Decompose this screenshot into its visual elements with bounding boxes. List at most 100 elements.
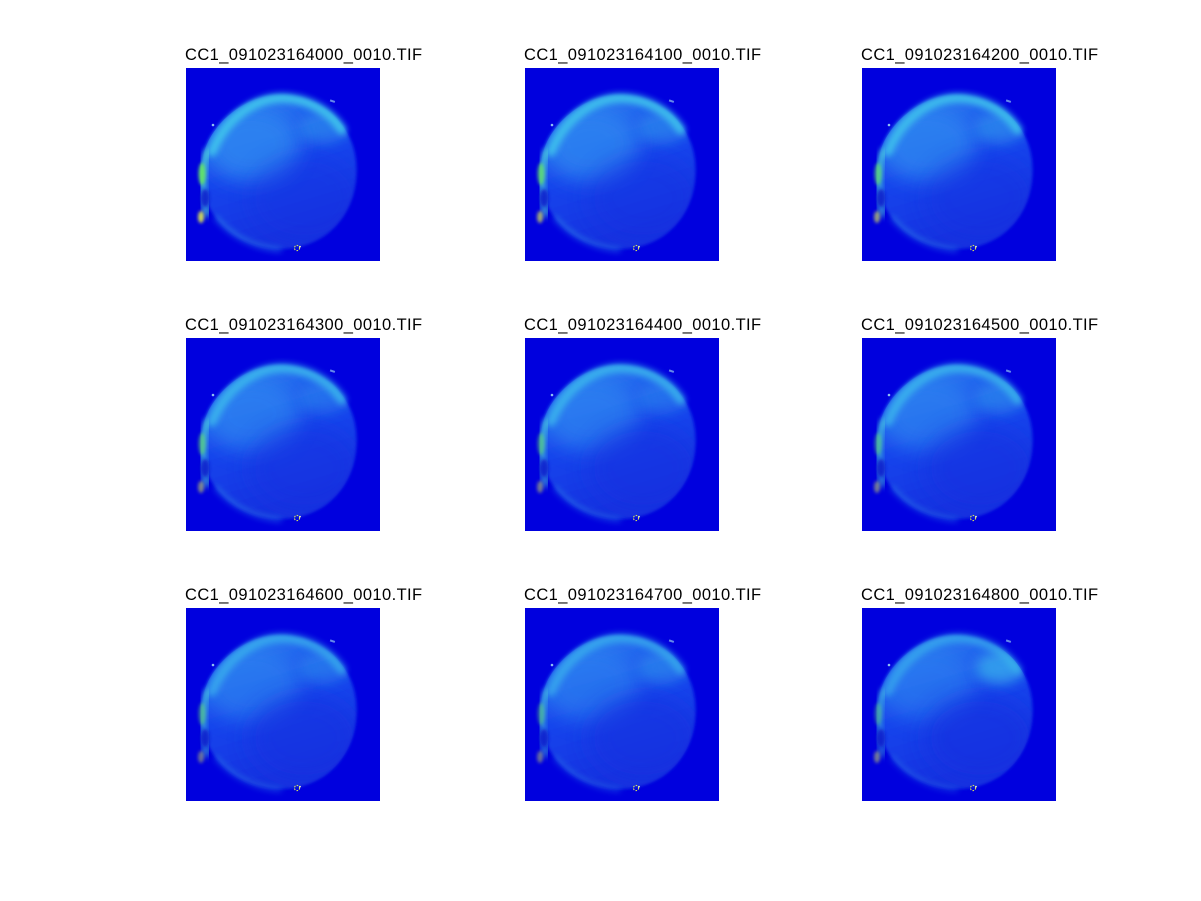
- rim-speck: [1005, 639, 1012, 643]
- rim-speck: [329, 99, 336, 103]
- pseudocolor-frame: [525, 338, 719, 531]
- top-rim-glow: [207, 633, 347, 697]
- dust-speck: [211, 393, 215, 397]
- dust-speck: [550, 663, 554, 667]
- bottom-rim-glow: [890, 756, 958, 792]
- yellow-hotspot: [874, 211, 880, 223]
- calibration-mark: [293, 784, 301, 792]
- subplot-title: CC1_091023164400_0010.TIF: [524, 316, 762, 334]
- artifact-ring: [632, 514, 640, 522]
- left-edge-dark-notch: [200, 459, 210, 477]
- subplot-panel-5: CC1_091023164400_0010.TIF: [524, 316, 761, 531]
- pseudocolor-frame: [186, 608, 380, 801]
- calibration-mark: [632, 784, 640, 792]
- pseudocolor-frame: [525, 608, 719, 801]
- subplot-panel-6: CC1_091023164500_0010.TIF: [861, 316, 1098, 531]
- rim-speck: [668, 99, 675, 103]
- top-rim-glow: [883, 633, 1023, 697]
- calibration-mark: [969, 244, 977, 252]
- subplot-title: CC1_091023164300_0010.TIF: [185, 316, 423, 334]
- yellow-hotspot: [537, 211, 543, 223]
- artifact-dot: [299, 785, 301, 788]
- top-rim-glow: [546, 363, 686, 427]
- subplot-image: [525, 608, 719, 801]
- left-edge-dark-notch: [539, 729, 549, 747]
- lower-right-dark-shade: [924, 154, 1033, 242]
- lower-right-dark-shade: [587, 154, 696, 242]
- subplot-image: [862, 338, 1056, 531]
- bottom-rim-glow: [890, 486, 958, 522]
- yellow-hotspot: [537, 481, 543, 493]
- artifact-ring: [293, 784, 301, 792]
- interior-shading: [543, 376, 696, 512]
- artifact-ring: [969, 244, 977, 252]
- dust-speck: [211, 123, 215, 127]
- rim-speck: [329, 639, 336, 643]
- green-hotspot: [874, 703, 882, 725]
- pseudocolor-frame: [862, 68, 1056, 261]
- bottom-rim-glow: [214, 216, 282, 252]
- pseudocolor-frame: [862, 608, 1056, 801]
- subplot-title: CC1_091023164700_0010.TIF: [524, 586, 762, 604]
- subplot-panel-3: CC1_091023164200_0010.TIF: [861, 46, 1098, 261]
- left-edge-dark-notch: [539, 459, 549, 477]
- bottom-rim-glow: [890, 216, 958, 252]
- yellow-hotspot: [537, 751, 543, 763]
- top-rim-glow: [883, 363, 1023, 427]
- artifact-dot: [975, 245, 977, 248]
- rim-speck: [668, 639, 675, 643]
- left-edge-dark-notch: [876, 459, 886, 477]
- lower-right-dark-shade: [248, 154, 357, 242]
- subplot-image: [525, 68, 719, 261]
- subplot-panel-7: CC1_091023164600_0010.TIF: [185, 586, 422, 801]
- left-edge-dark-notch: [200, 189, 210, 207]
- pseudocolor-frame: [525, 68, 719, 261]
- calibration-mark: [632, 514, 640, 522]
- artifact-dot: [975, 515, 977, 518]
- green-hotspot: [537, 433, 545, 455]
- bottom-rim-glow: [553, 486, 621, 522]
- calibration-mark: [969, 514, 977, 522]
- bottom-rim-glow: [553, 216, 621, 252]
- artifact-ring: [632, 244, 640, 252]
- left-edge-dark-notch: [876, 729, 886, 747]
- artifact-dot: [638, 245, 640, 248]
- green-hotspot: [874, 163, 882, 185]
- artifact-ring: [969, 514, 977, 522]
- artifact-dot: [975, 785, 977, 788]
- lower-right-dark-shade: [924, 424, 1033, 512]
- subplot-image: [862, 68, 1056, 261]
- dust-speck: [550, 123, 554, 127]
- lower-right-dark-shade: [248, 694, 357, 782]
- pseudocolor-frame: [862, 338, 1056, 531]
- bottom-rim-glow: [214, 756, 282, 792]
- subplot-title: CC1_091023164000_0010.TIF: [185, 46, 423, 64]
- artifact-dot: [638, 785, 640, 788]
- yellow-hotspot: [198, 211, 204, 223]
- subplot-image: [186, 608, 380, 801]
- subplot-image: [862, 608, 1056, 801]
- top-rim-glow: [546, 93, 686, 157]
- artifact-ring: [632, 784, 640, 792]
- yellow-hotspot: [874, 481, 880, 493]
- subplot-panel-4: CC1_091023164300_0010.TIF: [185, 316, 422, 531]
- bottom-rim-glow: [214, 486, 282, 522]
- yellow-hotspot: [198, 751, 204, 763]
- subplot-panel-1: CC1_091023164000_0010.TIF: [185, 46, 422, 261]
- dust-speck: [887, 123, 891, 127]
- subplot-title: CC1_091023164500_0010.TIF: [861, 316, 1099, 334]
- lower-right-dark-shade: [924, 694, 1033, 782]
- dust-speck: [887, 663, 891, 667]
- calibration-mark: [632, 244, 640, 252]
- artifact-dot: [299, 245, 301, 248]
- rim-speck: [329, 369, 336, 373]
- rim-speck: [1005, 99, 1012, 103]
- artifact-dot: [638, 515, 640, 518]
- subplot-panel-2: CC1_091023164100_0010.TIF: [524, 46, 761, 261]
- green-hotspot: [537, 703, 545, 725]
- subplot-panel-9: CC1_091023164800_0010.TIF: [861, 586, 1098, 801]
- rim-speck: [668, 369, 675, 373]
- green-hotspot: [198, 703, 206, 725]
- lower-right-dark-shade: [248, 424, 357, 512]
